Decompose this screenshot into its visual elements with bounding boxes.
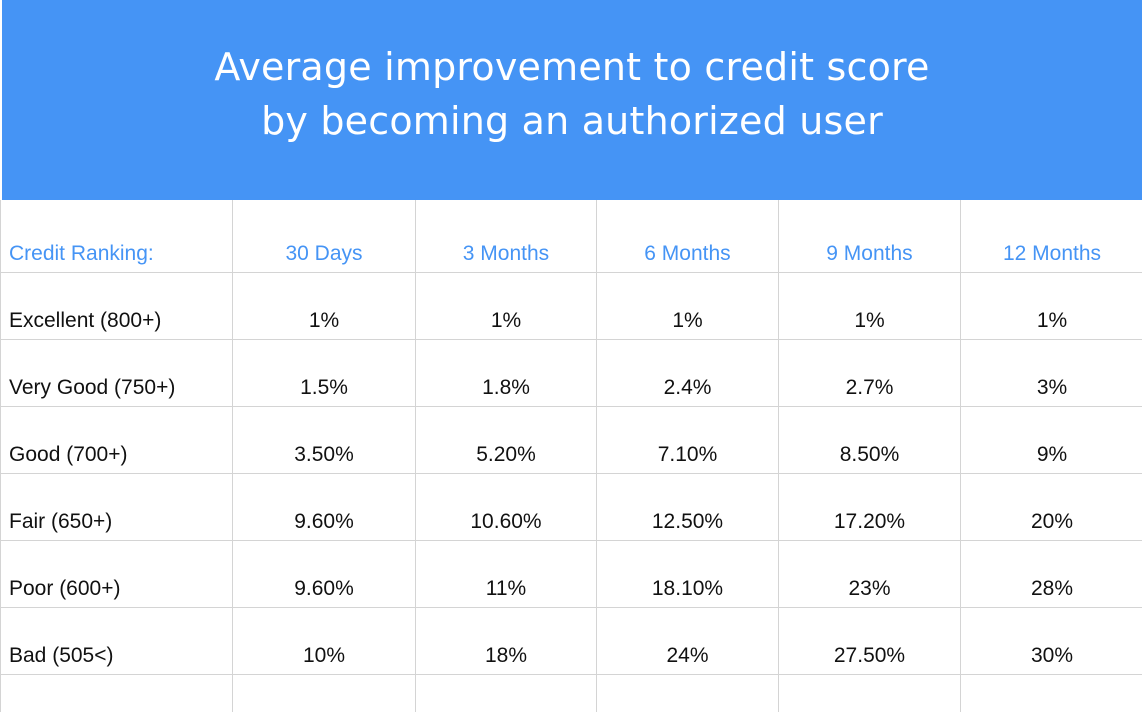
table-row: Good (700+) 3.50% 5.20% 7.10% 8.50% 9% xyxy=(1,407,1142,474)
table-cell: 18.10% xyxy=(597,541,779,607)
table-cell: 1% xyxy=(779,273,961,339)
table-cell: 27.50% xyxy=(779,608,961,674)
table-cell: 1% xyxy=(233,273,416,339)
table-cell: 24% xyxy=(597,608,779,674)
empty-cell xyxy=(233,675,416,712)
table-cell: 1.5% xyxy=(233,340,416,406)
table-cell: 9.60% xyxy=(233,541,416,607)
empty-row xyxy=(1,675,1142,712)
empty-cell xyxy=(416,675,597,712)
table-cell: 30% xyxy=(1030,644,1074,667)
table-cell: 9% xyxy=(1036,443,1068,466)
row-label: Bad (505<) xyxy=(1,608,233,674)
header-cell-30-days: 30 Days xyxy=(233,200,416,272)
empty-cell xyxy=(961,675,1142,712)
table-row: Very Good (750+) 1.5% 1.8% 2.4% 2.7% 3% xyxy=(1,340,1142,407)
chart-title: Average improvement to credit score by b… xyxy=(214,45,930,143)
header-cell-3-months: 3 Months xyxy=(416,200,597,272)
empty-cell xyxy=(1,675,233,712)
table-cell: 5.20% xyxy=(416,407,597,473)
table-cell: 7.10% xyxy=(597,407,779,473)
row-label: Poor (600+) xyxy=(1,541,233,607)
table-cell: 2.7% xyxy=(779,340,961,406)
table-cell: 10% xyxy=(233,608,416,674)
row-label: Very Good (750+) xyxy=(1,340,233,406)
table-cell: 9.60% xyxy=(233,474,416,540)
header-row: Credit Ranking: 30 Days 3 Months 6 Month… xyxy=(1,200,1142,273)
table-cell: 3% xyxy=(1036,376,1068,399)
table-cell: 1.8% xyxy=(416,340,597,406)
table-cell: 10.60% xyxy=(416,474,597,540)
data-table: Credit Ranking: 30 Days 3 Months 6 Month… xyxy=(0,200,1142,712)
empty-cell xyxy=(597,675,779,712)
table-cell: 23% xyxy=(779,541,961,607)
table-cell: 18% xyxy=(416,608,597,674)
table-cell: 28% xyxy=(1030,577,1074,600)
table-cell: 1% xyxy=(416,273,597,339)
table-cell: 2.4% xyxy=(597,340,779,406)
header-cell-9-months: 9 Months xyxy=(779,200,961,272)
table-cell: 1% xyxy=(1036,309,1068,332)
title-banner: Average improvement to credit score by b… xyxy=(2,0,1142,200)
table-row: Bad (505<) 10% 18% 24% 27.50% 30% xyxy=(1,608,1142,675)
empty-cell xyxy=(779,675,961,712)
header-cell-credit-ranking: Credit Ranking: xyxy=(1,200,233,272)
table-cell: 20% xyxy=(1030,510,1074,533)
table-row: Fair (650+) 9.60% 10.60% 12.50% 17.20% 2… xyxy=(1,474,1142,541)
row-label: Good (700+) xyxy=(1,407,233,473)
row-label: Fair (650+) xyxy=(1,474,233,540)
table-cell: 3.50% xyxy=(233,407,416,473)
header-cell-12-months: 12 Months xyxy=(1002,242,1102,265)
row-label: Excellent (800+) xyxy=(1,273,233,339)
header-cell-6-months: 6 Months xyxy=(597,200,779,272)
table-row: Excellent (800+) 1% 1% 1% 1% 1% xyxy=(1,273,1142,340)
table-cell: 11% xyxy=(416,541,597,607)
table-row: Poor (600+) 9.60% 11% 18.10% 23% 28% xyxy=(1,541,1142,608)
table-cell: 8.50% xyxy=(779,407,961,473)
table-cell: 12.50% xyxy=(597,474,779,540)
table-cell: 1% xyxy=(597,273,779,339)
table-cell: 17.20% xyxy=(779,474,961,540)
